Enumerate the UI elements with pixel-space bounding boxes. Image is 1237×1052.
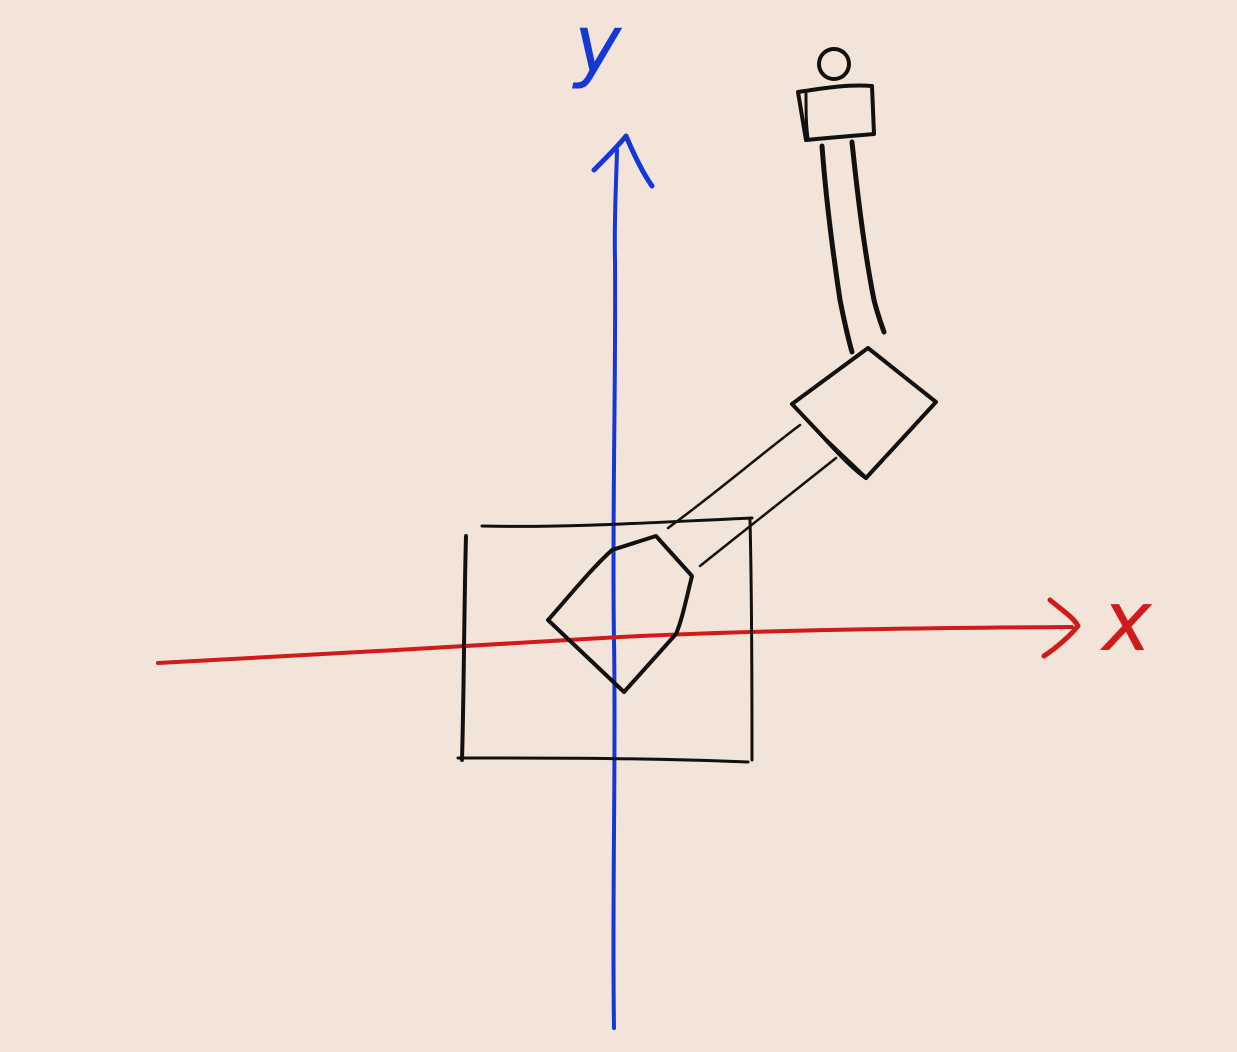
x-axis: x <box>156 572 1153 670</box>
upper-arm-link <box>819 139 887 355</box>
lower-arm-link <box>666 423 838 568</box>
x-axis-arrowhead <box>1041 597 1081 659</box>
y-axis-label: y <box>572 0 623 91</box>
x-axis-label: x <box>1099 572 1153 670</box>
elbow-joint <box>790 346 938 480</box>
end-effector <box>796 47 876 142</box>
y-axis: y <box>572 0 655 1030</box>
tool-tip-circle <box>817 47 851 81</box>
y-axis-arrowhead <box>591 133 655 189</box>
shoulder-joint <box>546 534 694 694</box>
robot-base <box>456 516 754 764</box>
